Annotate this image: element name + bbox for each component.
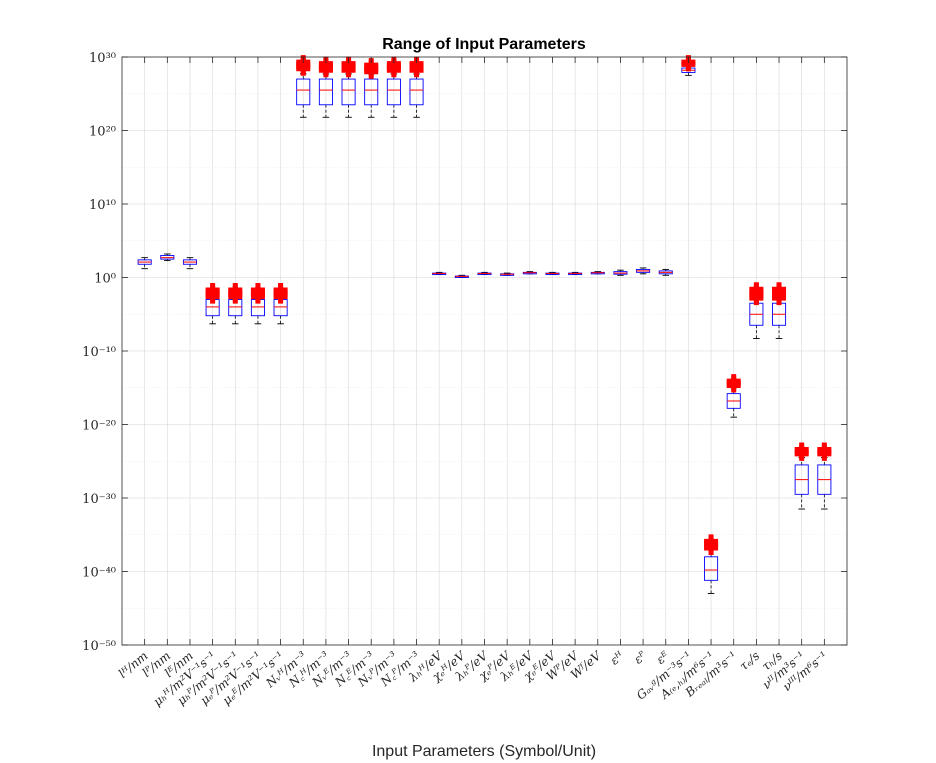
box-item bbox=[228, 282, 243, 325]
boxes-layer bbox=[137, 55, 832, 594]
box-item bbox=[772, 282, 787, 339]
box-item bbox=[590, 271, 605, 275]
x-axis-label: Input Parameters (Symbol/Unit) bbox=[372, 743, 596, 760]
box-item bbox=[522, 271, 537, 275]
box-item bbox=[160, 253, 175, 262]
outlier-marker bbox=[817, 442, 832, 457]
box-item bbox=[409, 56, 424, 118]
box-item bbox=[182, 257, 197, 270]
box-iqr bbox=[364, 78, 379, 106]
box-item bbox=[636, 267, 651, 275]
y-tick-label: 10³⁰ bbox=[89, 51, 116, 66]
box-iqr bbox=[341, 78, 356, 106]
box-item bbox=[500, 272, 515, 276]
box-item bbox=[817, 442, 832, 510]
box-item bbox=[613, 269, 628, 276]
outlier-marker bbox=[749, 282, 764, 297]
y-tick-label: 10⁻²⁰ bbox=[82, 419, 116, 434]
box-item bbox=[704, 534, 719, 594]
outlier-marker bbox=[704, 534, 719, 549]
y-tick-label: 10⁰ bbox=[94, 272, 116, 287]
box-item bbox=[794, 442, 809, 510]
outlier-marker bbox=[794, 442, 809, 457]
box-item bbox=[273, 282, 288, 325]
outlier-marker bbox=[772, 282, 787, 297]
box-item bbox=[137, 257, 152, 270]
outlier-marker bbox=[726, 374, 741, 389]
box-item bbox=[749, 282, 764, 339]
box-item bbox=[658, 268, 673, 276]
box-item bbox=[726, 374, 741, 418]
y-tick-label: 10¹⁰ bbox=[89, 198, 116, 213]
y-tick-label: 10⁻⁵⁰ bbox=[82, 639, 116, 654]
box-item bbox=[568, 271, 583, 276]
box-item bbox=[432, 271, 447, 276]
box-item bbox=[318, 56, 333, 118]
outlier-marker bbox=[273, 282, 288, 297]
outlier-marker bbox=[228, 282, 243, 297]
box-item bbox=[545, 271, 560, 276]
box-item bbox=[205, 282, 220, 325]
grid-lines bbox=[122, 57, 847, 645]
outlier-marker bbox=[205, 282, 220, 297]
box-item bbox=[250, 282, 265, 325]
y-tick-label: 10⁻³⁰ bbox=[82, 492, 116, 507]
y-tick-label: 10⁻¹⁰ bbox=[82, 345, 116, 360]
outlier-marker bbox=[250, 282, 265, 297]
box-item bbox=[477, 271, 492, 276]
box-iqr bbox=[296, 78, 311, 106]
y-tick-label: 10⁻⁴⁰ bbox=[82, 566, 116, 581]
box-item bbox=[386, 56, 401, 118]
box-iqr bbox=[386, 78, 401, 106]
box-item bbox=[454, 274, 469, 278]
box-iqr bbox=[704, 556, 719, 581]
chart-title: Range of Input Parameters bbox=[382, 36, 586, 53]
box-item bbox=[364, 58, 379, 118]
box-iqr bbox=[318, 78, 333, 106]
y-tick-label: 10²⁰ bbox=[89, 125, 116, 140]
box-iqr bbox=[409, 78, 424, 106]
